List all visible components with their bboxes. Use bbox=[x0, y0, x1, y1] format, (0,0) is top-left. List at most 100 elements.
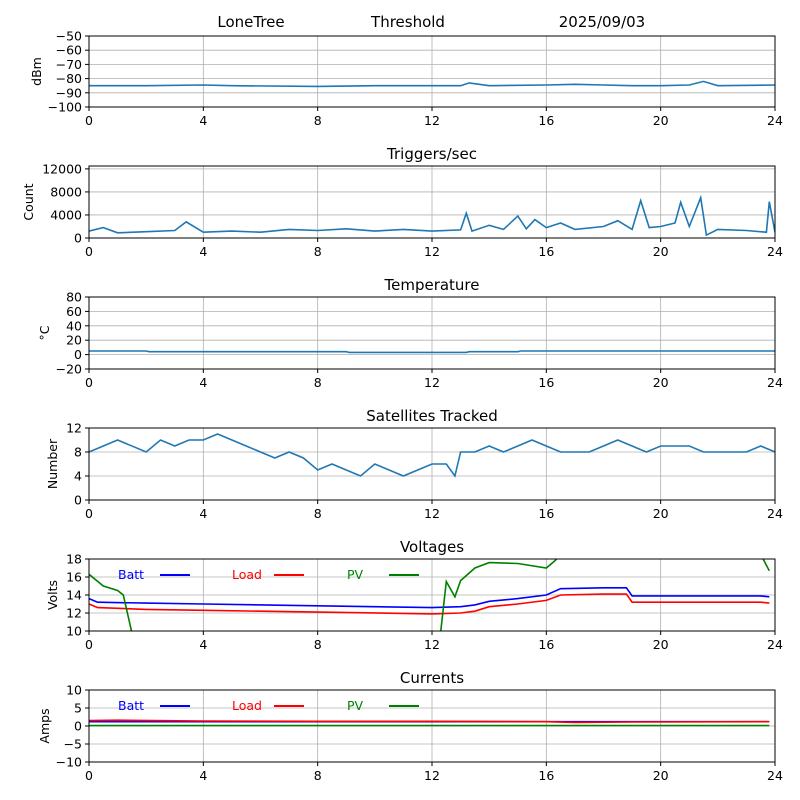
x-tick-label: 0 bbox=[85, 506, 93, 521]
y-tick-label: −70 bbox=[56, 57, 82, 72]
x-tick-label: 16 bbox=[538, 506, 554, 521]
panel-1: 0 4 8 12 16 20 24 12000 8000 4000 0 Triggers/sec Cou… bbox=[21, 145, 783, 259]
series-line-load bbox=[89, 719, 770, 724]
series-line bbox=[89, 80, 775, 88]
y-tick-label: −90 bbox=[56, 85, 82, 100]
panel-3: 0 4 8 12 16 20 24 12 8 4 0 Satellites Tracked Number bbox=[45, 407, 783, 521]
y-tick-label: 0 bbox=[74, 231, 82, 246]
y-tick-label: 20 bbox=[66, 333, 82, 348]
x-tick-label: 0 bbox=[85, 375, 93, 390]
y-tick-label: −100 bbox=[48, 100, 82, 115]
y-tick-label: 60 bbox=[66, 304, 82, 319]
x-tick-label: 12 bbox=[424, 768, 440, 783]
y-tick-label: −60 bbox=[56, 43, 82, 58]
x-tick-label: 12 bbox=[424, 244, 440, 259]
series-line bbox=[89, 350, 775, 354]
y-tick-label: 0 bbox=[74, 493, 82, 508]
panel-5: 0 4 8 12 16 20 24 10 5 0 −5 −10 Currents Amps Batt Load… bbox=[37, 669, 783, 783]
legend-label-load: Load bbox=[232, 567, 262, 582]
x-tick-label: 16 bbox=[538, 768, 554, 783]
y-tick-label: 12 bbox=[66, 421, 82, 436]
y-axis-label: Number bbox=[45, 438, 60, 489]
x-tick-label: 0 bbox=[85, 637, 93, 652]
series-line bbox=[89, 194, 775, 237]
y-tick-label: 4 bbox=[74, 469, 82, 484]
x-tick-label: 16 bbox=[538, 113, 554, 128]
header-date: 2025/09/03 bbox=[559, 13, 645, 31]
y-tick-label: 12000 bbox=[42, 161, 82, 176]
y-tick-label: 18 bbox=[66, 552, 82, 567]
x-tick-label: 0 bbox=[85, 244, 93, 259]
x-tick-label: 8 bbox=[314, 768, 322, 783]
y-tick-label: 4000 bbox=[50, 207, 82, 222]
panel-0: 0 4 8 12 16 20 24 −50−60−70−80−90−100 dBm bbox=[29, 29, 783, 129]
header-mode: Threshold bbox=[370, 13, 445, 31]
x-tick-label: 20 bbox=[653, 768, 669, 783]
y-axis-label: Volts bbox=[45, 580, 60, 610]
y-tick-label: −20 bbox=[56, 362, 82, 377]
y-axis-label: Amps bbox=[37, 708, 52, 743]
chart-title: Voltages bbox=[400, 538, 464, 556]
x-tick-label: 24 bbox=[767, 637, 783, 652]
x-tick-label: 12 bbox=[424, 506, 440, 521]
header-station: LoneTree bbox=[217, 13, 284, 31]
y-tick-label: 14 bbox=[66, 588, 82, 603]
series-line bbox=[89, 433, 775, 478]
chart-title: Temperature bbox=[383, 276, 479, 294]
x-tick-label: 24 bbox=[767, 375, 783, 390]
y-axis-label: °C bbox=[37, 325, 52, 340]
legend-label-batt: Batt bbox=[118, 567, 144, 582]
x-tick-label: 4 bbox=[199, 637, 207, 652]
chart-title: Satellites Tracked bbox=[366, 407, 497, 425]
chart-title: Triggers/sec bbox=[386, 145, 477, 163]
series-line-batt bbox=[89, 586, 770, 609]
y-tick-label: 0 bbox=[74, 719, 82, 734]
legend-label-pv: PV bbox=[347, 698, 364, 713]
legend-label-load: Load bbox=[232, 698, 262, 713]
x-tick-label: 20 bbox=[653, 375, 669, 390]
x-tick-label: 16 bbox=[538, 637, 554, 652]
y-tick-label: −80 bbox=[56, 71, 82, 86]
x-tick-label: 16 bbox=[538, 244, 554, 259]
x-tick-label: 4 bbox=[199, 113, 207, 128]
x-tick-label: 0 bbox=[85, 113, 93, 128]
series-line-pv bbox=[89, 559, 771, 631]
x-tick-label: 20 bbox=[653, 113, 669, 128]
y-tick-label: 10 bbox=[66, 683, 82, 698]
x-tick-label: 24 bbox=[767, 506, 783, 521]
y-axis-label: dBm bbox=[29, 57, 44, 86]
panel-4: 0 4 8 12 16 20 24 18 16 14 12 10 Voltages Volts Batt Lo… bbox=[45, 538, 783, 652]
legend-label-pv: PV bbox=[347, 567, 364, 582]
y-axis-label: Count bbox=[21, 183, 36, 220]
x-tick-label: 8 bbox=[314, 113, 322, 128]
x-tick-label: 8 bbox=[314, 244, 322, 259]
y-tick-label: 80 bbox=[66, 290, 82, 305]
x-tick-label: 4 bbox=[199, 244, 207, 259]
y-tick-label: 40 bbox=[66, 318, 82, 333]
x-tick-label: 4 bbox=[199, 375, 207, 390]
x-tick-label: 24 bbox=[767, 768, 783, 783]
y-tick-label: 0 bbox=[74, 347, 82, 362]
x-tick-label: 4 bbox=[199, 506, 207, 521]
x-tick-label: 24 bbox=[767, 244, 783, 259]
x-tick-label: 24 bbox=[767, 113, 783, 128]
series-line-load bbox=[89, 593, 770, 615]
x-tick-label: 12 bbox=[424, 375, 440, 390]
y-tick-label: −5 bbox=[64, 737, 82, 752]
x-tick-label: 16 bbox=[538, 375, 554, 390]
y-tick-label: 12 bbox=[66, 606, 82, 621]
x-tick-label: 8 bbox=[314, 375, 322, 390]
x-tick-label: 8 bbox=[314, 637, 322, 652]
x-tick-label: 20 bbox=[653, 506, 669, 521]
legend-label-batt: Batt bbox=[118, 698, 144, 713]
y-tick-label: −50 bbox=[56, 29, 82, 44]
x-tick-label: 12 bbox=[424, 637, 440, 652]
x-tick-label: 12 bbox=[424, 113, 440, 128]
y-tick-label: 8000 bbox=[50, 184, 82, 199]
x-tick-label: 20 bbox=[653, 244, 669, 259]
x-tick-label: 0 bbox=[85, 768, 93, 783]
y-tick-label: 5 bbox=[74, 701, 82, 716]
